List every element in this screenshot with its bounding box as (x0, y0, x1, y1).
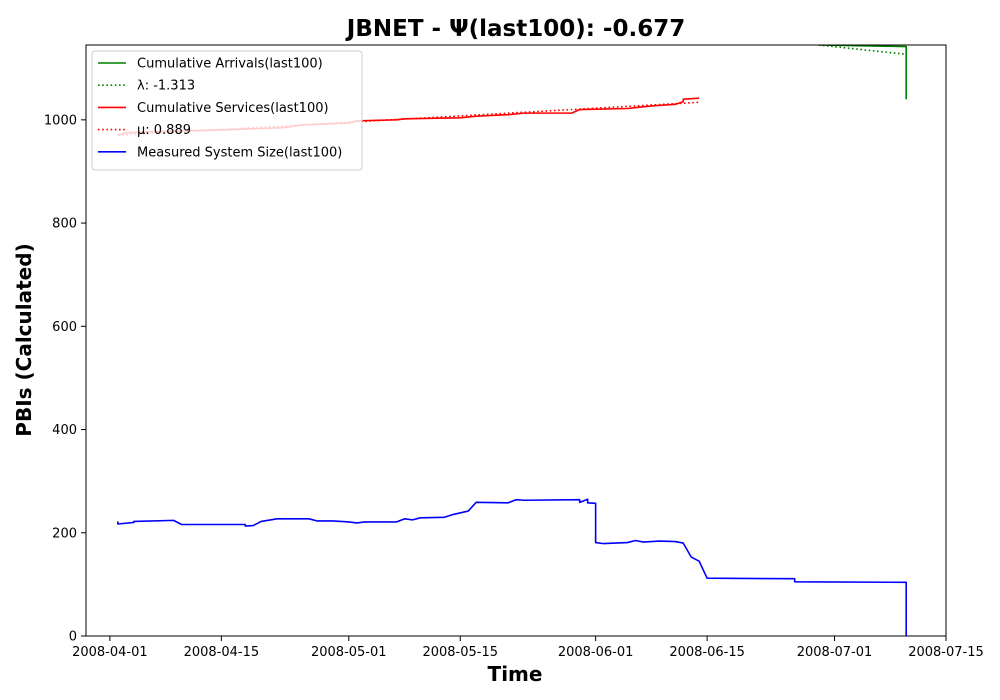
x-tick-label: 2008-05-15 (422, 645, 498, 660)
legend-label: Measured System Size(last100) (137, 145, 342, 160)
x-tick-label: 2008-04-01 (72, 645, 148, 660)
x-tick-label: 2008-07-01 (797, 645, 873, 660)
chart-title: JBNET - Ψ(last100): -0.677 (345, 16, 685, 42)
legend-label: Cumulative Arrivals(last100) (137, 57, 323, 72)
legend-label: μ: 0.889 (137, 123, 191, 138)
x-tick-label: 2008-04-15 (184, 645, 260, 660)
y-tick-label: 200 (52, 526, 77, 541)
x-tick-label: 2008-06-15 (669, 645, 745, 660)
y-tick-label: 0 (69, 630, 77, 645)
x-tick-label: 2008-07-15 (908, 645, 984, 660)
y-axis-label: PBIs (Calculated) (12, 243, 36, 436)
y-tick-label: 400 (52, 423, 77, 438)
legend-label: λ: -1.313 (137, 79, 195, 94)
x-axis-label: Time (488, 662, 543, 686)
legend-label: Cumulative Services(last100) (137, 101, 329, 116)
legend: Cumulative Arrivals(last100) λ: -1.313 Cum… (92, 51, 362, 170)
y-tick-label: 600 (52, 320, 77, 335)
x-tick-label: 2008-06-01 (558, 645, 634, 660)
x-tick-label: 2008-05-01 (311, 645, 387, 660)
y-tick-label: 800 (52, 217, 77, 232)
y-tick-label: 1000 (44, 113, 77, 128)
